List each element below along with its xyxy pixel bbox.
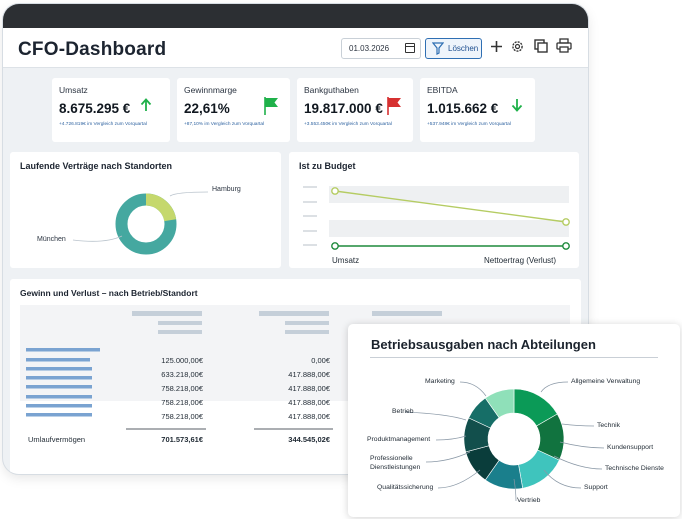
arrow-up-icon bbox=[140, 98, 152, 111]
pnl-cell: 0,00€ bbox=[311, 356, 330, 365]
kpi-comparison: +87,10% im Vergleich zum Vorquartal bbox=[184, 122, 265, 127]
department-donut-chart bbox=[404, 381, 605, 502]
kpi-value: 19.817.000 € bbox=[304, 101, 383, 116]
kpi-comparison: +4.726.819€ im Vergleich zum Vorquartal bbox=[59, 122, 147, 127]
date-picker[interactable]: 01.03.2026 bbox=[341, 38, 421, 59]
pnl-cell: 417.888,00€ bbox=[288, 370, 330, 379]
contracts-by-location-card[interactable]: Laufende Verträge nach Standorten Hambur… bbox=[10, 152, 281, 268]
kpi-comparison: +3.553.450€ im Vergleich zum Vorquartal bbox=[304, 122, 392, 127]
pnl-total-cell: 344.545,02€ bbox=[288, 435, 330, 444]
label-professionelle-1: Professionelle bbox=[370, 455, 413, 462]
plus-icon[interactable] bbox=[490, 40, 503, 53]
print-icon[interactable] bbox=[556, 38, 572, 53]
label-professionelle-2: Dienstleistungen bbox=[370, 464, 421, 471]
label-support: Support bbox=[584, 484, 608, 491]
kpi-card-umsatz[interactable]: Umsatz 8.675.295 € +4.726.819€ im Vergle… bbox=[52, 78, 170, 142]
pnl-cell: 633.218,00€ bbox=[161, 370, 203, 379]
kpi-label: Gewinnmarge bbox=[184, 85, 237, 95]
kpi-value: 8.675.295 € bbox=[59, 101, 131, 116]
umsatz-line bbox=[334, 190, 567, 223]
flag-icon bbox=[387, 97, 401, 115]
label-technische-dienste: Technische Dienste bbox=[605, 465, 664, 472]
pnl-cell: 417.888,00€ bbox=[288, 412, 330, 421]
date-value: 01.03.2026 bbox=[349, 44, 390, 53]
gear-icon[interactable] bbox=[510, 39, 525, 54]
kpi-card-ebitda[interactable]: EBITDA 1.015.662 € +537.948€ im Vergleic… bbox=[420, 78, 535, 142]
donut-segment-marketing bbox=[484, 388, 515, 419]
card-title: Laufende Verträge nach Standorten bbox=[20, 161, 173, 171]
card-title: Gewinn und Verlust – nach Betrieb/Stando… bbox=[20, 288, 198, 298]
kpi-label: Bankguthaben bbox=[304, 85, 359, 95]
donut-segment-hamburg bbox=[145, 193, 177, 222]
window-top-bar bbox=[3, 4, 588, 28]
leader-line-hamburg bbox=[169, 191, 209, 197]
pnl-cell: 125.000,00€ bbox=[161, 356, 203, 365]
budget-card[interactable]: Ist zu Budget Umsatz Nettoertrag (Verlus… bbox=[289, 152, 579, 268]
label-vertrieb: Vertrieb bbox=[517, 497, 541, 504]
pnl-cell: 758.218,00€ bbox=[161, 398, 203, 407]
kpi-comparison: +537.948€ im Vergleich zum Vorquartal bbox=[427, 122, 511, 127]
divider bbox=[370, 357, 658, 358]
nettoertrag-point-end bbox=[562, 242, 570, 250]
clear-filter-label: Löschen bbox=[448, 44, 479, 53]
operating-expenses-popup[interactable]: Betriebsausgaben nach Abteilungen Market… bbox=[348, 324, 680, 517]
label-betrieb: Betrieb bbox=[392, 408, 414, 415]
budget-chart bbox=[303, 186, 570, 250]
umsatz-point-start bbox=[331, 187, 339, 195]
label-qualitaetssicherung: Qualitätssicherung bbox=[377, 484, 434, 491]
page-title: CFO-Dashboard bbox=[18, 39, 167, 60]
kpi-value: 22,61% bbox=[184, 101, 230, 116]
pnl-cell: 758.218,00€ bbox=[161, 412, 203, 421]
pnl-cell: 417.888,00€ bbox=[288, 384, 330, 393]
axis-label-umsatz: Umsatz bbox=[332, 256, 360, 265]
kpi-label: EBITDA bbox=[427, 85, 458, 95]
popup-title: Betriebsausgaben nach Abteilungen bbox=[371, 337, 596, 352]
pnl-cell: 417.888,00€ bbox=[288, 398, 330, 407]
pnl-cell: 758.218,00€ bbox=[161, 384, 203, 393]
arrow-down-icon bbox=[511, 99, 523, 112]
copy-icon[interactable] bbox=[534, 39, 548, 53]
contracts-donut-chart bbox=[72, 191, 209, 255]
calendar-icon[interactable] bbox=[405, 43, 415, 53]
kpi-card-bankguthaben[interactable]: Bankguthaben 19.817.000 € +3.553.450€ im… bbox=[297, 78, 413, 142]
leader-lines bbox=[404, 381, 605, 502]
label-marketing: Marketing bbox=[425, 378, 455, 385]
card-title: Ist zu Budget bbox=[299, 161, 356, 171]
clear-filter-button[interactable]: Löschen bbox=[425, 38, 482, 59]
label-kundensupport: Kundensupport bbox=[607, 444, 654, 451]
kpi-label: Umsatz bbox=[59, 85, 88, 95]
kpi-value: 1.015.662 € bbox=[427, 101, 499, 116]
umsatz-point-end bbox=[562, 218, 570, 226]
label-technik: Technik bbox=[597, 422, 621, 429]
kpi-card-gewinnmarge[interactable]: Gewinnmarge 22,61% +87,10% im Vergleich … bbox=[177, 78, 290, 142]
flag-icon bbox=[264, 97, 278, 115]
label-muenchen: München bbox=[37, 236, 66, 243]
pnl-total-label: Umlaufvermögen bbox=[28, 435, 86, 444]
label-allgemeine-verwaltung: Allgemeine Verwaltung bbox=[571, 378, 641, 385]
nettoertrag-point-start bbox=[331, 242, 339, 250]
label-hamburg: Hamburg bbox=[212, 186, 241, 193]
axis-label-nettoertrag: Nettoertrag (Verlust) bbox=[484, 256, 557, 265]
label-produktmanagement: Produktmanagement bbox=[367, 436, 431, 443]
dashboard-header: CFO-Dashboard 01.03.2026 Löschen bbox=[3, 28, 588, 68]
pnl-total-cell: 701.573,61€ bbox=[161, 435, 203, 444]
filter-icon bbox=[432, 42, 444, 55]
leader-line-muenchen bbox=[72, 235, 123, 242]
